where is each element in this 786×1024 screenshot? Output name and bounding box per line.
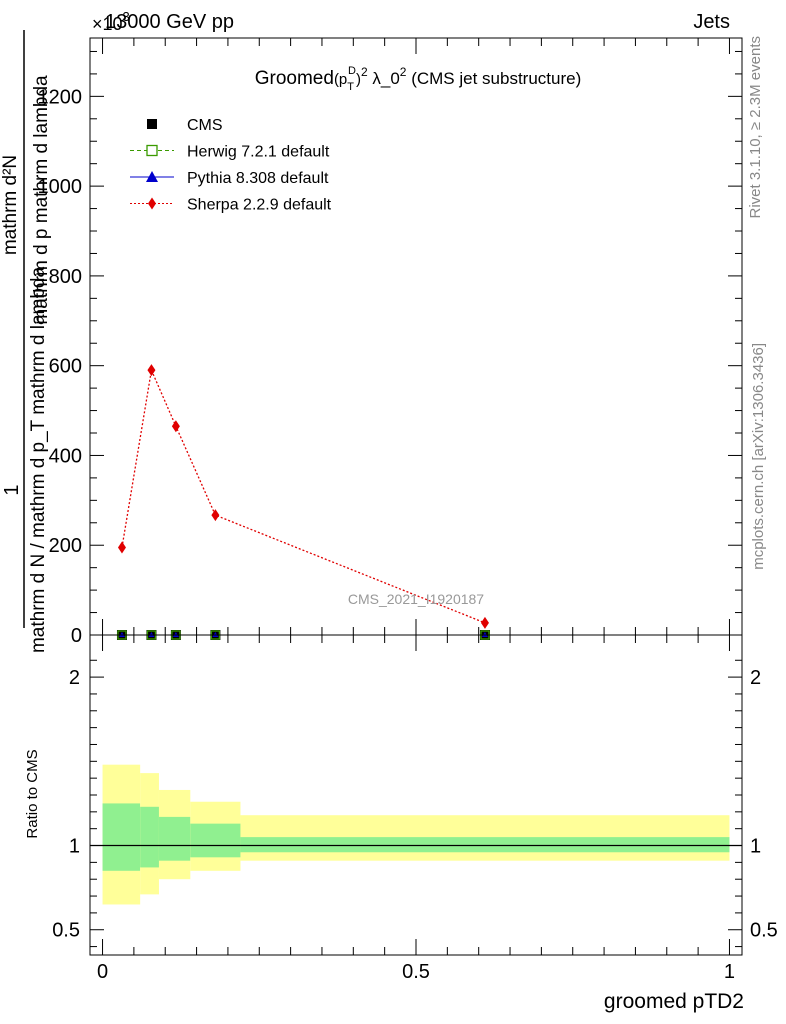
- y-tick-label: 600: [49, 356, 82, 378]
- x-tick-label: 0: [97, 961, 108, 983]
- sherpa-point: [211, 509, 220, 522]
- y-tick-label: 1200: [38, 86, 83, 108]
- legend-marker-sherpa: [148, 197, 156, 210]
- legend-label: Sherpa 2.2.9 default: [187, 197, 332, 214]
- sherpa-point: [117, 541, 126, 554]
- watermark: CMS_2021_I1920187: [348, 591, 484, 607]
- ratio-inner-band: [240, 837, 730, 853]
- ratio-bands: [102, 764, 730, 905]
- category-label: Jets: [693, 11, 730, 33]
- title-sq: 2: [361, 65, 368, 79]
- ratio-y-tick-label: 0.5: [52, 920, 80, 942]
- ylabel-numerator: 1: [1, 484, 23, 495]
- ratio-inner-band: [140, 806, 159, 868]
- ylabel-mid: mathrm d p mathrm d lambda: [31, 75, 52, 325]
- legend: CMS Herwig 7.2.1 default Pythia 8.308 defa…: [130, 117, 332, 214]
- main-panel: 0 200 400 600 800 1000 1200: [38, 37, 743, 647]
- title-sub: T: [347, 81, 354, 93]
- title-rest: (CMS jet substructure): [406, 69, 581, 88]
- x-axis-label: groomed pTD2: [604, 990, 744, 1013]
- legend-marker-herwig: [146, 144, 158, 157]
- y-tick-label: 800: [49, 266, 82, 288]
- ratio-y-tick-label-right: 1: [750, 836, 761, 858]
- ratio-y-tick-label: 1: [69, 836, 80, 858]
- multiplier-exponent: 3: [123, 9, 130, 24]
- main-ylabel: 1 mathrm d²N mathrm d p mathrm d lambda …: [0, 30, 52, 653]
- rivet-label: Rivet 3.1.10, ≥ 2.3M events: [747, 36, 764, 219]
- multiplier-base: ×10: [92, 14, 123, 34]
- ratio-inner-band: [158, 816, 191, 861]
- energy-label: 13000 GeV pp: [105, 11, 234, 33]
- sherpa-point: [147, 364, 156, 377]
- ratio-inner-band: [102, 803, 141, 871]
- y-tick-label: 400: [49, 445, 82, 467]
- x-tick-label: 1: [724, 961, 735, 983]
- legend-label: Herwig 7.2.1 default: [187, 144, 330, 161]
- y-tick-label: 1000: [38, 176, 83, 198]
- title-close: ): [356, 71, 361, 88]
- title-main: Groomed: [255, 68, 334, 89]
- y-tick-label: 200: [49, 535, 82, 557]
- legend-label: CMS: [187, 117, 223, 134]
- chart-title: Groomed(pTD)2 λ_02 (CMS jet substructure…: [255, 65, 582, 93]
- ylabel-top: mathrm d²N: [0, 155, 21, 255]
- legend-marker-pythia: [146, 171, 158, 182]
- title-sup: D: [348, 65, 356, 77]
- y-tick-label: 0: [71, 625, 82, 647]
- legend-label: Pythia 8.308 default: [187, 170, 329, 187]
- ratio-y-tick-label-right: 2: [750, 667, 761, 689]
- title-lambda: λ_0: [368, 69, 400, 88]
- ratio-inner-band: [190, 823, 241, 858]
- title-pt: (p: [334, 71, 347, 88]
- sherpa-point: [171, 420, 180, 433]
- ratio-y-tick-label-right: 0.5: [750, 920, 778, 942]
- sherpa-line: [121, 367, 486, 624]
- ratio-frame: [89, 634, 743, 956]
- title-sq-2: 2: [400, 65, 407, 79]
- ratio-ticks: 0 0.5 1 0.5 0.5 1 1 2 2: [52, 635, 778, 983]
- mcplots-label: mcplots.cern.ch [arXiv:1306.3436]: [750, 343, 767, 570]
- multiplier-label: ×103: [92, 9, 130, 34]
- ylabel-denominator: mathrm d N / mathrm d p_T mathrm d lambd…: [28, 267, 49, 654]
- ratio-ylabel: Ratio to CMS: [24, 749, 41, 838]
- ratio-y-tick-label: 2: [69, 667, 80, 689]
- sherpa-point: [480, 616, 489, 629]
- legend-marker-cms: [147, 119, 157, 129]
- x-tick-label: 0.5: [402, 961, 430, 983]
- ratio-panel: 0 0.5 1 0.5 0.5 1 1 2 2: [52, 634, 778, 983]
- main-ticks: 0 200 400 600 800 1000 1200: [38, 38, 742, 647]
